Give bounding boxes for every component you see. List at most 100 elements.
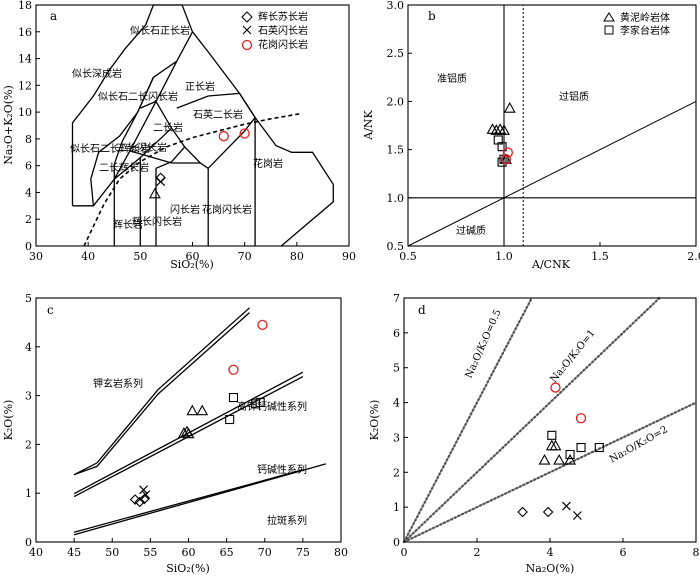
- triangle-data-point: [186, 404, 199, 416]
- square-data-point: [497, 142, 507, 152]
- triangle-data-point: [498, 124, 510, 135]
- circle-data-point: [500, 154, 512, 165]
- y-tick-label: 1.0: [387, 192, 405, 205]
- triangle-data-point: [182, 427, 195, 439]
- x-data-point: [141, 490, 151, 500]
- y-tick-label: 10: [18, 106, 32, 119]
- triangle-data-point: [196, 404, 209, 416]
- y-tick-label: 0: [25, 240, 32, 253]
- y-tick-label: 4: [393, 397, 400, 410]
- square-data-point: [225, 414, 235, 425]
- x-tick-label: 70: [258, 546, 272, 559]
- x-tick-label: 1.0: [495, 250, 513, 263]
- y-tick-label: 6: [393, 327, 400, 340]
- y-tick-label: 5: [393, 362, 400, 375]
- tas-boundary-line: [155, 101, 209, 246]
- circle-data-point: [239, 128, 250, 139]
- series-boundary-line: [73, 307, 250, 476]
- x-tick-label: 80: [290, 250, 304, 263]
- circle-data-point: [550, 382, 561, 393]
- y-tick-label: 0: [393, 536, 400, 549]
- legend-label: 李家台岩体: [620, 24, 670, 37]
- ratio-dotted-line: [402, 401, 698, 544]
- y-tick-label: 1: [393, 501, 400, 514]
- series-boundary-line: [73, 469, 304, 533]
- field-label: 似长深成岩: [72, 67, 122, 80]
- panel-b-xlabel: A/CNK: [531, 258, 571, 271]
- field-label: 似长石二长辉长岩: [70, 142, 150, 155]
- circle-data-point: [218, 131, 229, 142]
- y-tick-label: 2: [393, 466, 400, 479]
- panel-c-series-boundaries: [73, 307, 326, 536]
- ratio-dotted-line: [402, 296, 661, 544]
- square-data-point: [565, 449, 575, 460]
- x-tick-label: 0: [401, 546, 408, 559]
- x-tick-label: 2.0: [687, 250, 700, 263]
- tas-field-boundaries: [71, 4, 334, 247]
- panel-b-ticks: 0.5 1.0 1.5 2.0 0.5 1.0 1.5 2.0 2.5 3.0: [387, 0, 700, 263]
- y-tick-label: 16: [18, 26, 32, 39]
- field-label: 钾玄岩系列: [93, 377, 143, 390]
- panel-c-ylabel: K₂O(%): [2, 400, 15, 441]
- series-boundary-line: [73, 371, 304, 495]
- tas-boundary-line: [113, 77, 154, 246]
- x-tick-label: 75: [296, 546, 310, 559]
- panel-b-shand-diagram: 0.5 1.0 1.5 2.0 0.5 1.0 1.5 2.0 2.5 3.0 b A/CNK A…: [362, 0, 700, 271]
- panel-d-ticks: 0 2 4 6 8 0 1 2 3 4 5 6 7: [393, 292, 700, 559]
- tas-boundary-line: [140, 100, 157, 109]
- y-tick-label: 0: [25, 536, 32, 549]
- diamond-data-point: [138, 493, 150, 505]
- panel-b-ylabel: A/NK: [362, 109, 375, 140]
- field-label: 闪长岩: [170, 203, 200, 216]
- x-data-point: [139, 485, 148, 495]
- y-tick-label: 0.5: [387, 240, 405, 253]
- y-tick-label: 3: [25, 390, 32, 403]
- triangle-data-point: [490, 124, 503, 135]
- panel-a-letter: a: [50, 9, 57, 23]
- square-data-point: [594, 442, 604, 453]
- x-tick-label: 65: [220, 546, 234, 559]
- diamond-data-point: [129, 494, 141, 505]
- circle-data-point: [502, 147, 513, 158]
- y-tick-label: 2.5: [387, 47, 405, 60]
- x-tick-label: 45: [67, 546, 81, 559]
- x-tick-label: 50: [133, 250, 147, 263]
- panel-d-letter: d: [418, 303, 426, 317]
- x-tick-label: 60: [186, 250, 200, 263]
- field-label: 石英二长岩: [193, 108, 243, 121]
- x-data-point: [156, 177, 166, 187]
- triangle-data-point: [503, 102, 516, 113]
- panel-d-ratio-lines: [402, 296, 698, 544]
- panel-a-legend: 辉长苏长岩 石英闪长岩 花岗闪长岩: [241, 10, 308, 51]
- triangle-data-point: [553, 453, 566, 465]
- field-label: 二长闪长岩: [117, 141, 167, 154]
- circle-data-point: [575, 413, 587, 424]
- legend-x-marker: [242, 25, 252, 35]
- y-tick-label: 1.5: [387, 144, 405, 157]
- y-tick-label: 4: [25, 341, 32, 354]
- field-label: 高钾钙碱性系列: [237, 400, 307, 413]
- field-label: 过碱质: [456, 224, 486, 237]
- panel-d-xlabel: Na₂O(%): [526, 562, 575, 575]
- square-data-point: [251, 399, 261, 409]
- panel-a-ylabel: Na₂O+K₂O(%): [2, 85, 15, 165]
- diagonal-line: [407, 100, 697, 247]
- y-tick-label: 2: [25, 213, 32, 226]
- x-tick-label: 2: [474, 546, 481, 559]
- alkaline-subalkaline-divider: [83, 112, 303, 247]
- square-data-point: [547, 430, 557, 440]
- x-tick-label: 50: [105, 546, 119, 559]
- legend-label: 花岗闪长岩: [258, 38, 308, 51]
- y-tick-label: 3: [393, 431, 400, 444]
- x-tick-label: 60: [182, 546, 196, 559]
- diamond-data-point: [542, 506, 554, 518]
- panel-d-markers: [517, 382, 604, 520]
- x-tick-label: 8: [693, 546, 700, 559]
- x-tick-label: 1.5: [591, 250, 609, 263]
- y-tick-label: 8: [25, 133, 32, 146]
- y-tick-label: 3.0: [387, 0, 405, 12]
- tas-boundary-line: [129, 150, 201, 164]
- x-tick-label: 55: [143, 546, 157, 559]
